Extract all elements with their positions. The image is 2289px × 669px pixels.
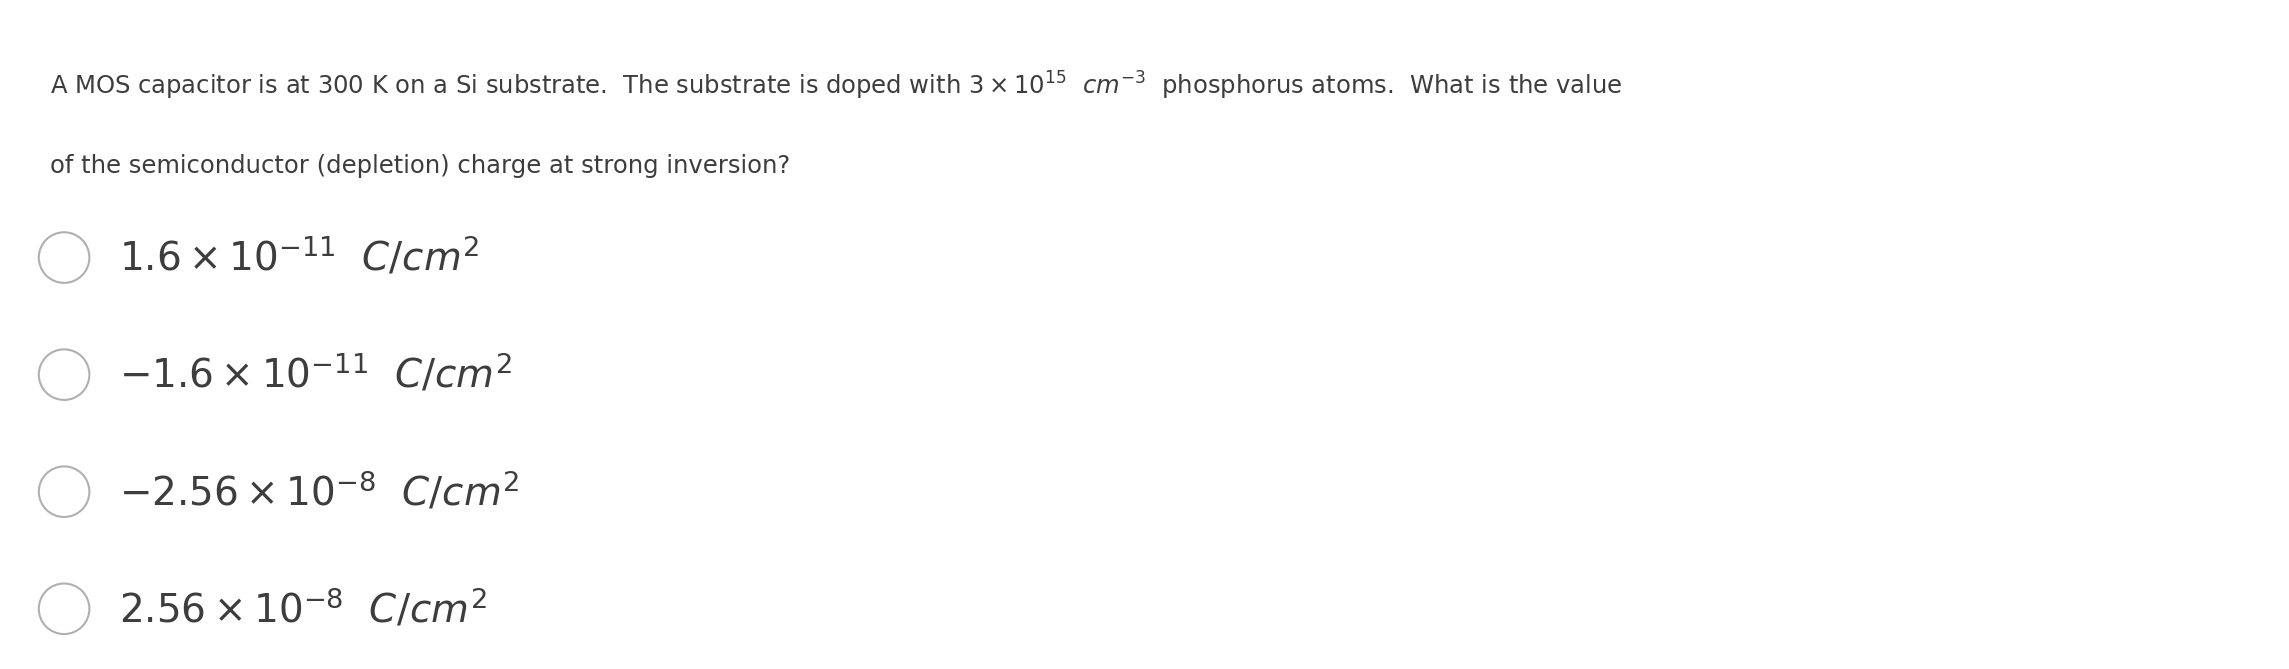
Text: of the semiconductor (depletion) charge at strong inversion?: of the semiconductor (depletion) charge … <box>50 154 790 178</box>
Text: $2.56 \times 10^{-8}$  $C/cm^2$: $2.56 \times 10^{-8}$ $C/cm^2$ <box>119 587 488 630</box>
Text: $-2.56 \times 10^{-8}$  $C/cm^2$: $-2.56 \times 10^{-8}$ $C/cm^2$ <box>119 470 520 513</box>
Text: $-1.6 \times 10^{-11}$  $C/cm^2$: $-1.6 \times 10^{-11}$ $C/cm^2$ <box>119 353 513 396</box>
Text: $1.6 \times 10^{-11}$  $C/cm^2$: $1.6 \times 10^{-11}$ $C/cm^2$ <box>119 236 481 279</box>
Text: A MOS capacitor is at 300 K on a Si substrate.  The substrate is doped with $3 \: A MOS capacitor is at 300 K on a Si subs… <box>50 70 1623 102</box>
